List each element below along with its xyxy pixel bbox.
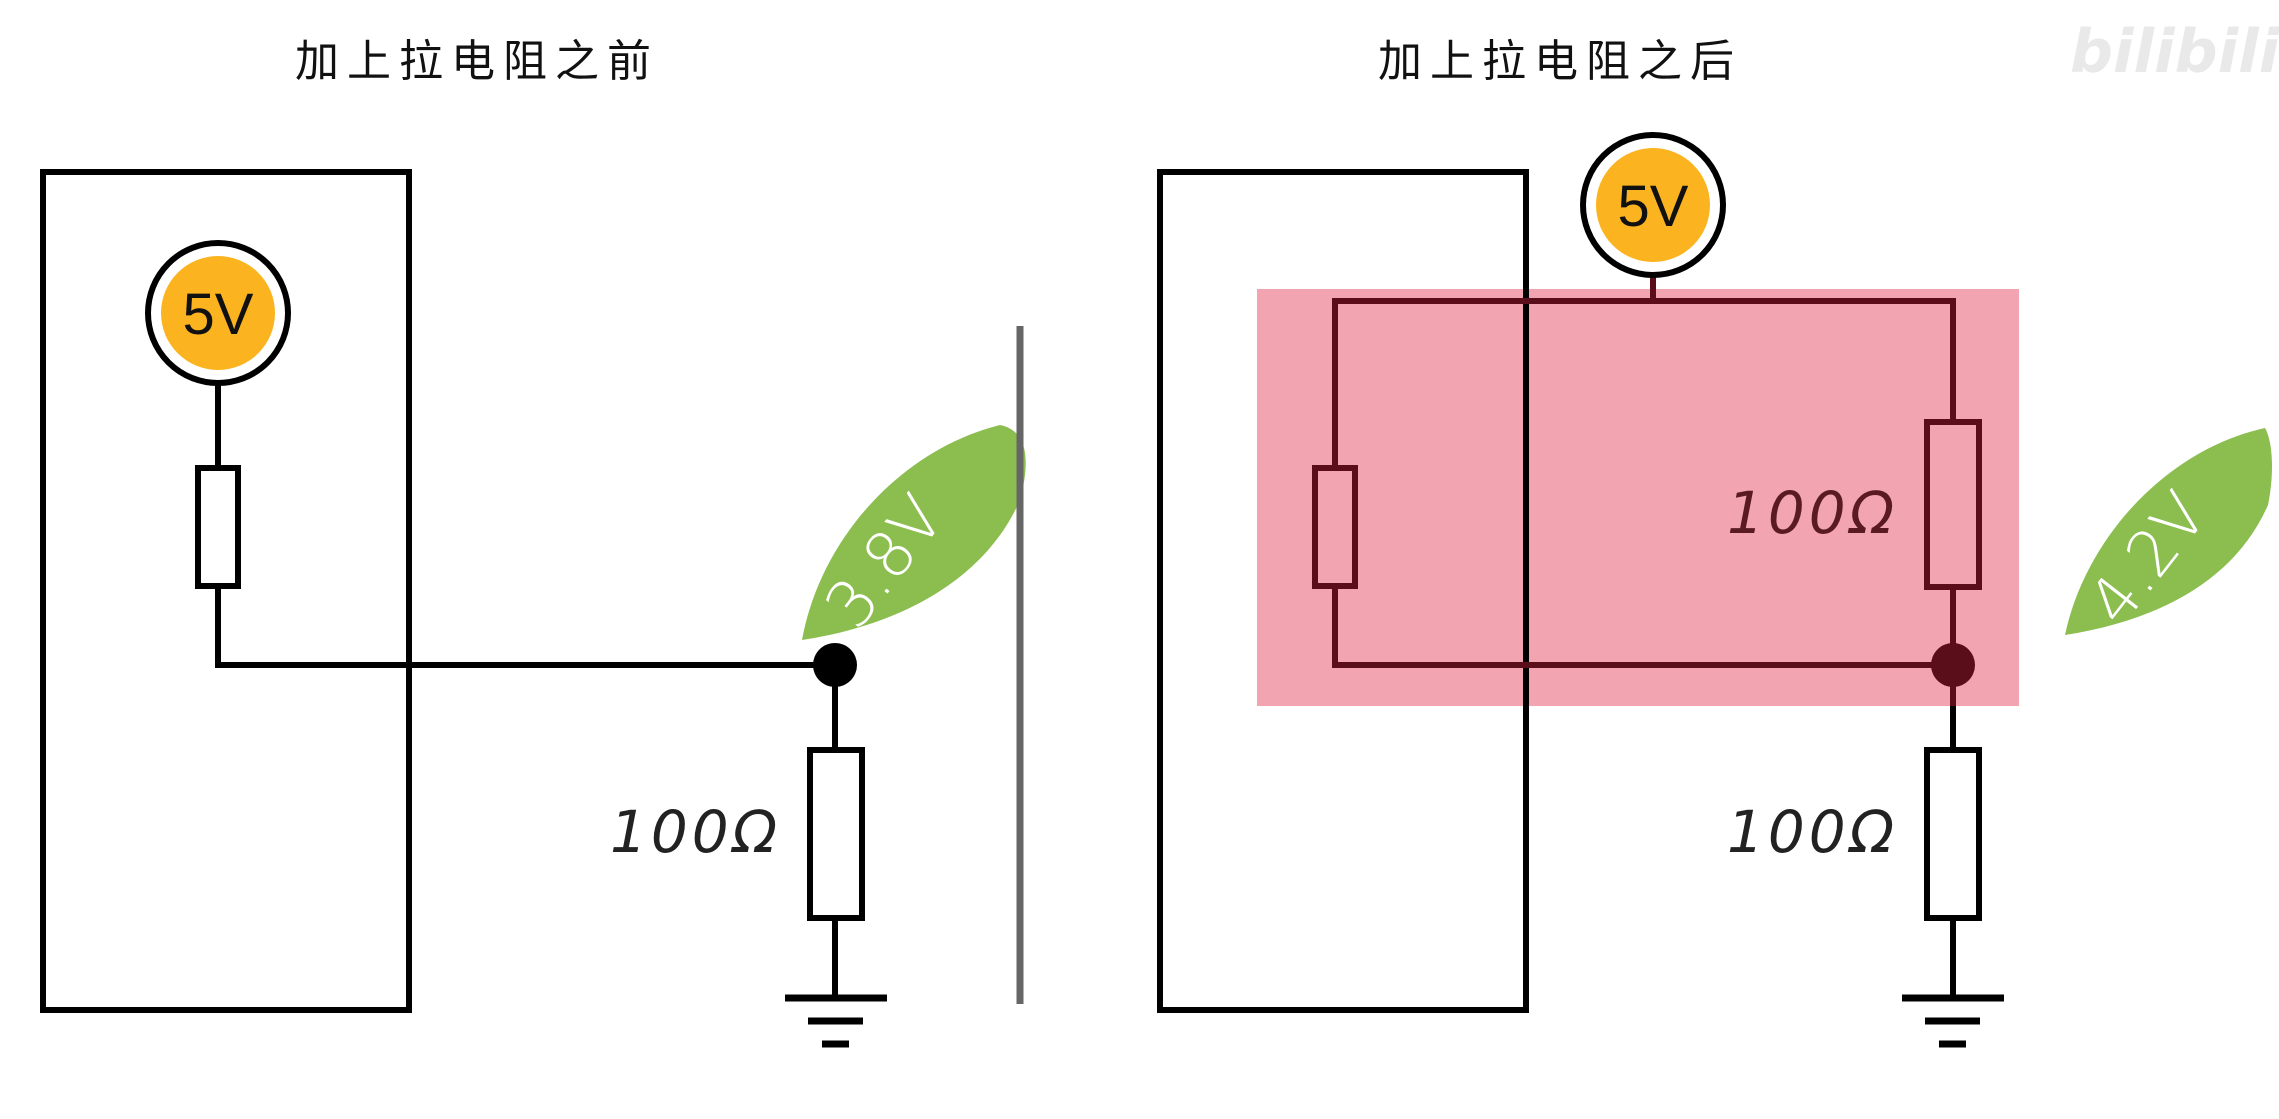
right-pullup-resistor-label: 100Ω [1727,479,1898,547]
left-chip-box [40,169,412,1013]
left-output-wire [215,586,835,668]
right-5v-source [1596,148,1710,262]
left-internal-resistor [195,465,241,589]
left-panel-title: 加上拉电阻之前 [295,36,659,87]
right-pullup-resistor [1924,419,1982,590]
left-5v-label: 5V [183,282,254,347]
left-ground-symbol [785,994,887,1048]
bilibili-watermark: bilibili [2070,17,2279,87]
left-voltage-leaf: 3.8V [802,425,1026,642]
left-5v-source [161,256,275,370]
pullup-highlight-area [1257,289,2019,706]
right-voltage-leaf: 4.2V [2065,428,2272,639]
right-5v-label: 5V [1618,174,1689,239]
left-panel: 加上拉电阻之前 5V 100Ω 3.8V [40,36,1026,1048]
right-panel-title: 加上拉电阻之后 [1378,36,1742,87]
right-ground-symbol [1902,994,2004,1048]
left-resistor-label: 100Ω [610,798,781,866]
right-output-wire [1332,586,1953,668]
right-internal-resistor [1312,465,1358,589]
right-top-wire [1332,298,1956,468]
right-external-resistor [1924,747,1982,921]
right-chip-box [1157,169,1529,1013]
right-panel: 加上拉电阻之后 100Ω 100Ω [1157,36,2272,1048]
left-external-resistor [807,747,865,921]
right-resistor-label: 100Ω [1727,798,1898,866]
